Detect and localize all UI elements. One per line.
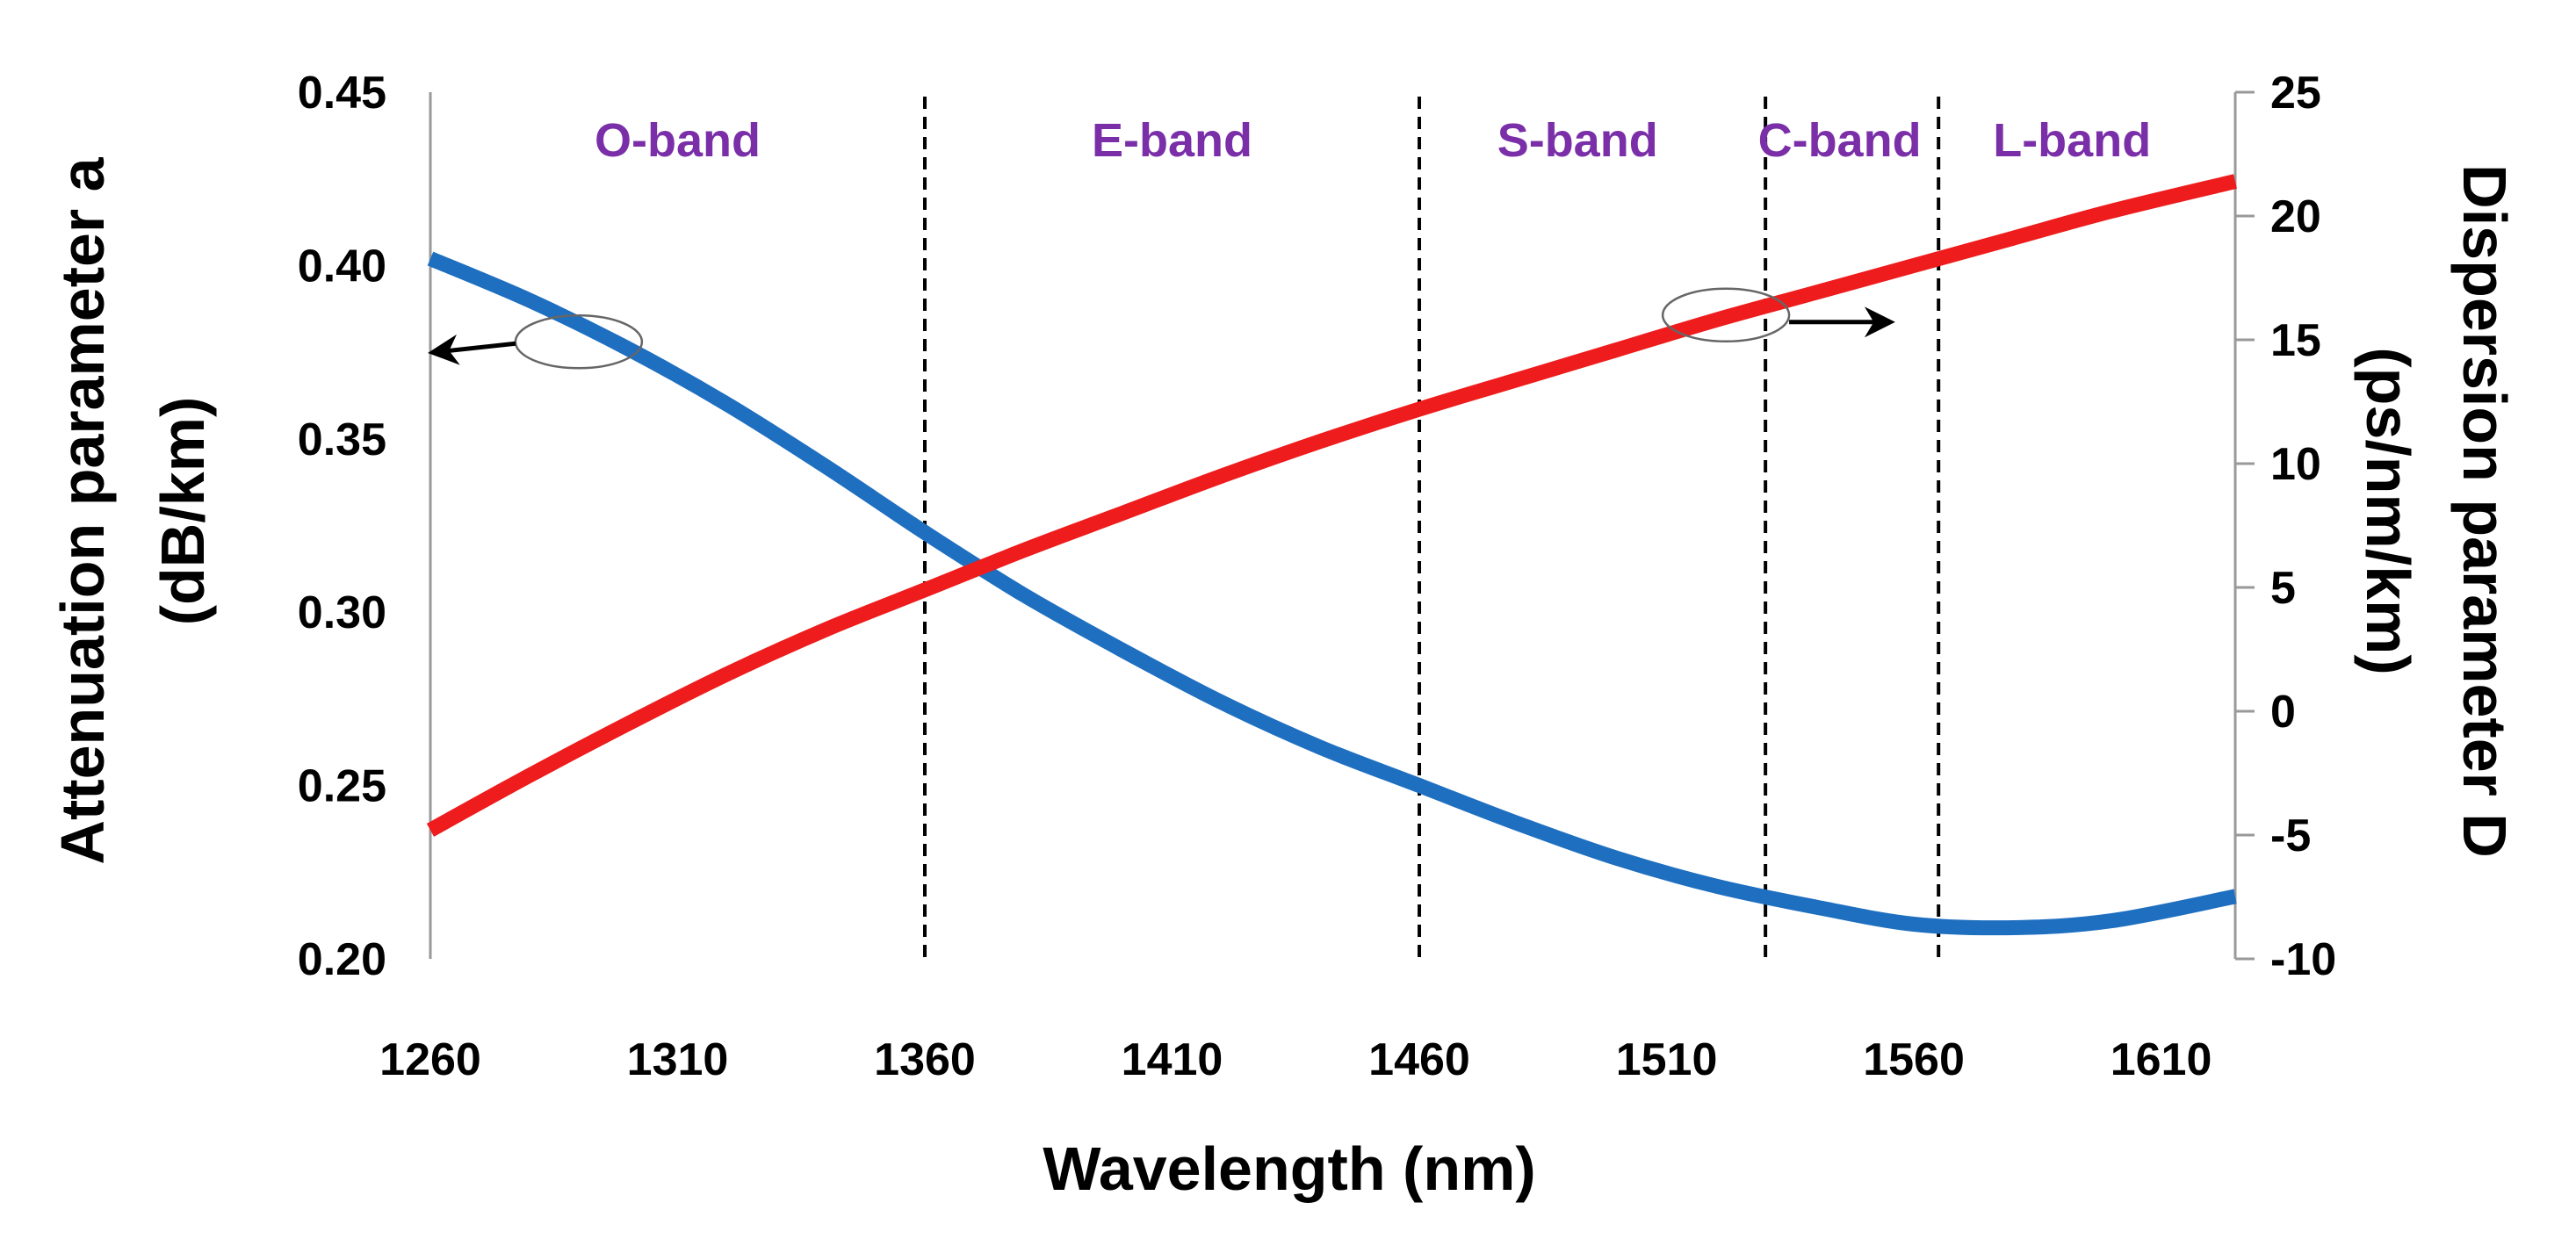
y-right-tick-label: 10: [2270, 439, 2321, 490]
y-left-axis-title-line2: (dB/km): [148, 397, 217, 626]
band-dividers: [923, 97, 1941, 959]
y-right-tick-label: 25: [2270, 68, 2321, 119]
x-tick-label: 1260: [379, 1034, 481, 1085]
y-right-axis-title-line2: (ps/nm/km): [2354, 347, 2422, 674]
band-label: O-band: [595, 114, 761, 167]
band-label: S-band: [1497, 114, 1658, 167]
band-label: C-band: [1758, 114, 1922, 167]
x-axis-title: Wavelength (nm): [1043, 1134, 1535, 1203]
data-series: [426, 174, 2238, 936]
x-tick-label: 1510: [1616, 1034, 1718, 1085]
x-tick-label: 1410: [1122, 1034, 1223, 1085]
axes: [429, 90, 2255, 961]
x-tick-label: 1610: [2111, 1034, 2212, 1085]
x-tick-label: 1310: [627, 1034, 729, 1085]
y-right-tick-label: 15: [2270, 315, 2321, 366]
left-axis-arrow: [428, 334, 516, 365]
y-left-tick-label: 0.25: [298, 761, 386, 812]
y-right-axis-title-line1: Dispersion parameter D: [2450, 164, 2519, 858]
dispersion-indicator-ellipse: [1661, 287, 1791, 343]
y-left-tick-label: 0.20: [298, 934, 386, 985]
band-label: L-band: [1993, 114, 2151, 167]
x-tick-label: 1360: [874, 1034, 976, 1085]
y-left-tick-label: 0.40: [298, 241, 386, 292]
attenuation-indicator-ellipse: [514, 314, 644, 370]
y-left-tick-label: 0.35: [298, 414, 386, 465]
attenuation-series-line: [427, 251, 2237, 936]
y-right-tick-label: -10: [2270, 934, 2336, 985]
y-right-tick-label: 0: [2270, 687, 2296, 738]
dispersion-series-line: [426, 174, 2238, 837]
y-left-tick-label: 0.45: [298, 68, 386, 119]
band-label: E-band: [1092, 114, 1252, 167]
y-right-tick-label: -5: [2270, 810, 2311, 861]
axis-indicators: [428, 287, 1895, 370]
x-tick-label: 1460: [1368, 1034, 1470, 1085]
y-right-tick-label: 20: [2270, 191, 2321, 242]
band-labels: O-band E-band S-band C-band L-band: [595, 114, 2151, 167]
y-left-tick-label: 0.30: [298, 587, 386, 638]
tick-labels: 1260 1310 1360 1410 1460 1510 1560 16100.200.25…: [298, 68, 2336, 1085]
y-right-tick-label: 5: [2270, 563, 2296, 614]
y-left-axis-title-line1: Attenuation parameter a: [48, 156, 117, 864]
x-tick-label: 1560: [1863, 1034, 1965, 1085]
